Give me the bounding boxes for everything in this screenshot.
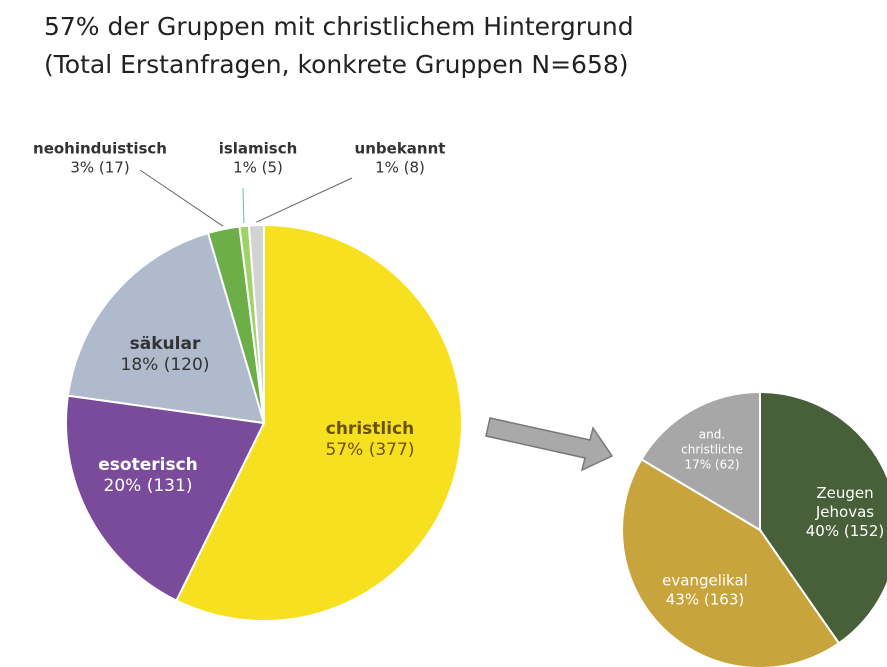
category-label: unbekannt [350,139,450,158]
value-label: 57% (377) [300,440,440,461]
category-label: neohinduistisch [30,139,170,158]
value-label: 1% (8) [350,158,450,177]
value-label: 40% (152) [800,521,887,540]
arrow [486,418,612,470]
category-label: evangelikal [645,571,765,590]
chart-subtitle: (Total Erstanfragen, konkrete Gruppen N=… [44,50,629,79]
leader-line [243,188,244,223]
page: 57% der Gruppen mit christlichem Hinterg… [0,0,887,667]
category-label: säkular [95,334,235,355]
value-label: 1% (5) [208,158,308,177]
leader-line [256,178,352,222]
category-label: christlich [300,419,440,440]
value-label: 18% (120) [95,355,235,376]
value-label: 43% (163) [645,590,765,609]
value-label: 3% (17) [30,158,170,177]
category-label: and. christliche [667,428,757,458]
category-label: esoterisch [78,455,218,476]
leader-line [140,170,223,226]
value-label: 20% (131) [78,476,218,497]
chart-title: 57% der Gruppen mit christlichem Hinterg… [44,12,634,41]
value-label: 17% (62) [667,458,757,473]
category-label: islamisch [208,139,308,158]
category-label: Zeugen Jehovas [800,484,887,522]
